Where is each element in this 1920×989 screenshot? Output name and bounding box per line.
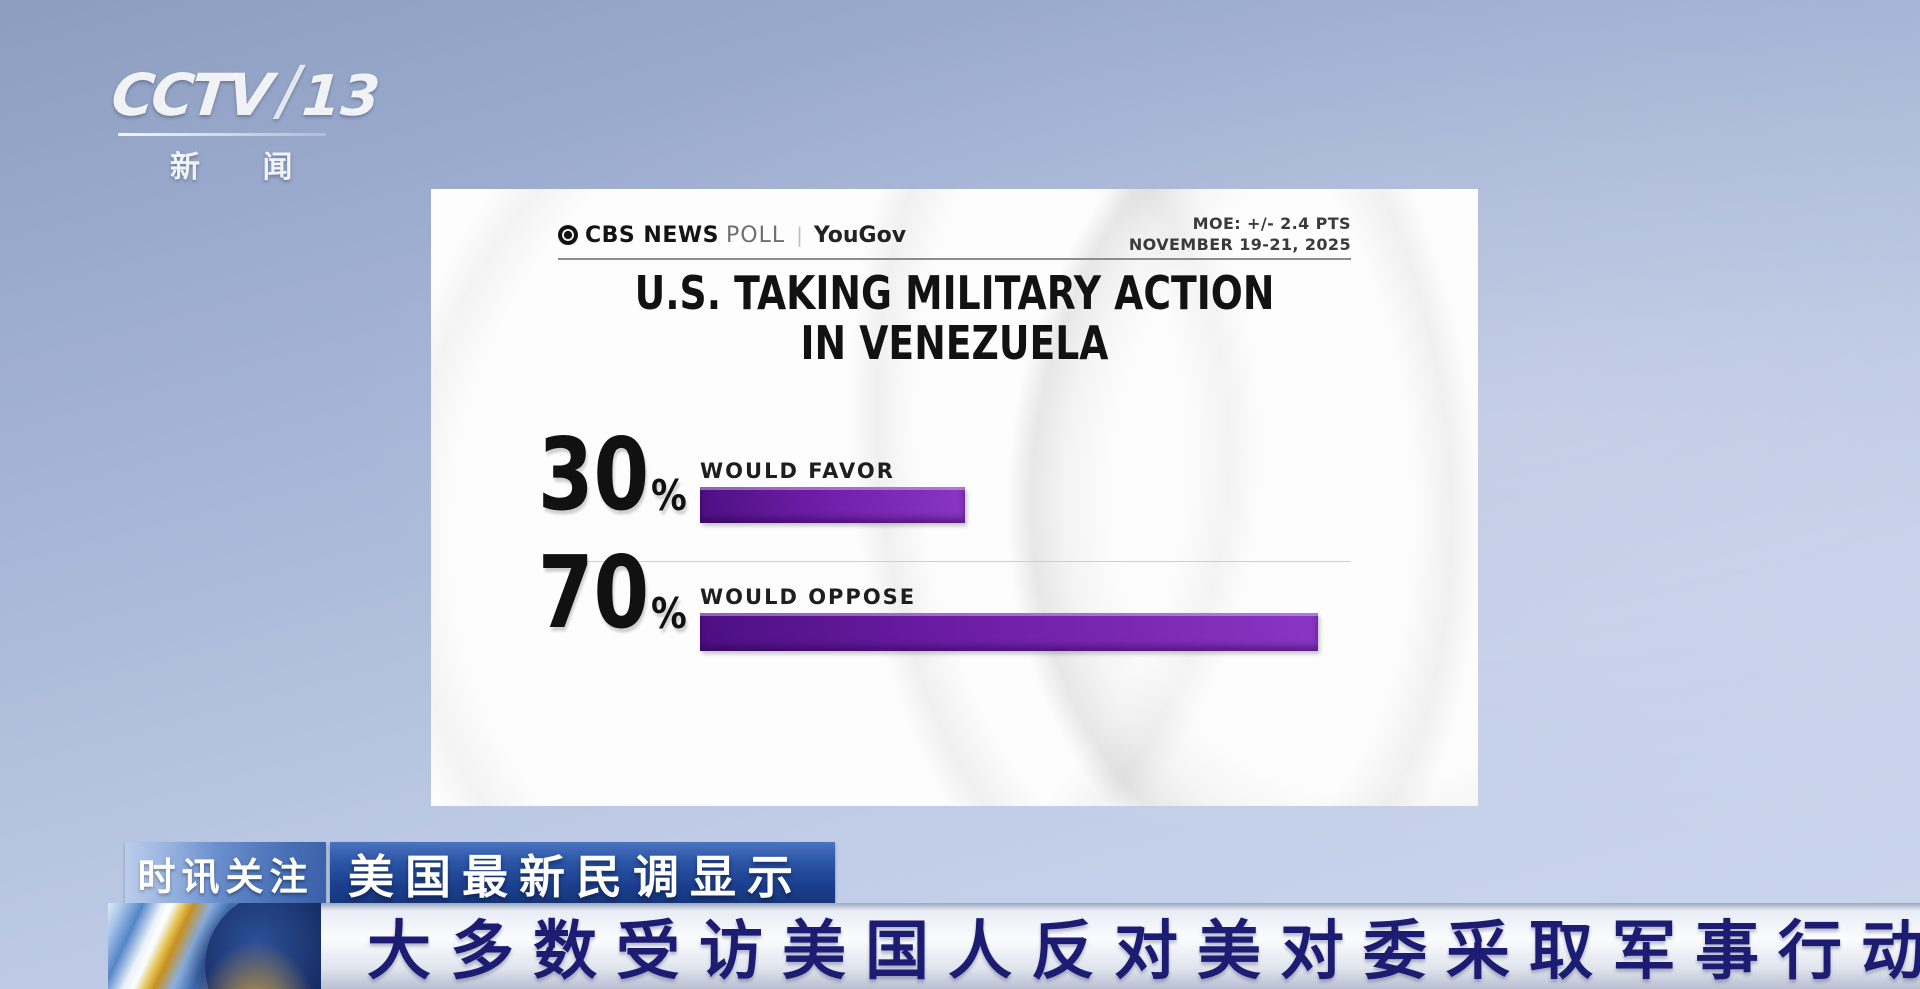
favor-bar: [700, 487, 965, 523]
favor-percent: 30 %: [471, 416, 693, 533]
moe-line: MOE: +/- 2.4 PTS: [1192, 214, 1351, 234]
poll-source: CBS NEWS POLL | YouGov: [558, 223, 906, 248]
ticker-subtitle: 美国最新民调显示: [330, 842, 835, 905]
poll-methodology: MOE: +/- 2.4 PTS NOVEMBER 19-21, 2025: [1129, 214, 1351, 256]
globe-graphic: [108, 903, 321, 989]
ticker-subtitle-text: 美国最新民调显示: [348, 849, 804, 904]
ticker-tag: 时讯关注: [125, 842, 326, 905]
poll-date-line: NOVEMBER 19-21, 2025: [1128, 235, 1351, 254]
cctv-channel-subtitle: 新 闻: [170, 150, 319, 185]
oppose-percent: 70 %: [471, 534, 693, 651]
globe-streak-decoration: [121, 903, 176, 989]
header-divider-line: [558, 258, 1351, 260]
oppose-bar: [700, 613, 1318, 651]
cctv-logo-slash: /: [277, 52, 300, 129]
oppose-percent-value: 70: [537, 534, 649, 651]
ticker-tag-text: 时讯关注: [137, 855, 314, 899]
bars-divider-line: [558, 561, 1351, 562]
poll-card-header: CBS NEWS POLL | YouGov MOE: +/- 2.4 PTS …: [558, 213, 1351, 257]
cbs-news-label: CBS NEWS: [585, 222, 719, 248]
cctv-channel-number: 13: [299, 64, 383, 129]
poll-title-line2: IN VENEZUELA: [800, 315, 1109, 370]
poll-title: U.S. TAKING MILITARY ACTION IN VENEZUELA: [525, 266, 1384, 370]
globe-gold-glow: [185, 929, 315, 989]
cctv-watermark: CCTV / 13 新 闻: [108, 52, 392, 186]
poll-word-label: POLL: [725, 222, 786, 248]
favor-percent-value: 30: [537, 416, 649, 533]
favor-bar-label: WOULD FAVOR: [700, 459, 895, 483]
source-divider: |: [796, 223, 803, 247]
favor-percent-sign: %: [650, 471, 687, 521]
cbs-eye-icon: [558, 225, 578, 245]
oppose-bar-label: WOULD OPPOSE: [700, 585, 917, 609]
cctv-logo-text: CCTV: [108, 61, 274, 129]
headline-text: 大多数受访美国人反对美对委采取军事行动: [367, 915, 1920, 989]
poll-title-line1: U.S. TAKING MILITARY ACTION: [634, 266, 1275, 320]
oppose-percent-sign: %: [650, 589, 687, 639]
yougov-label: YouGov: [813, 222, 907, 248]
poll-card: CBS NEWS POLL | YouGov MOE: +/- 2.4 PTS …: [431, 189, 1478, 806]
cctv-logo-underline: [118, 133, 326, 136]
cctv-logo: CCTV / 13: [108, 52, 392, 129]
headline-band: 大多数受访美国人反对美对委采取军事行动: [321, 903, 1920, 989]
